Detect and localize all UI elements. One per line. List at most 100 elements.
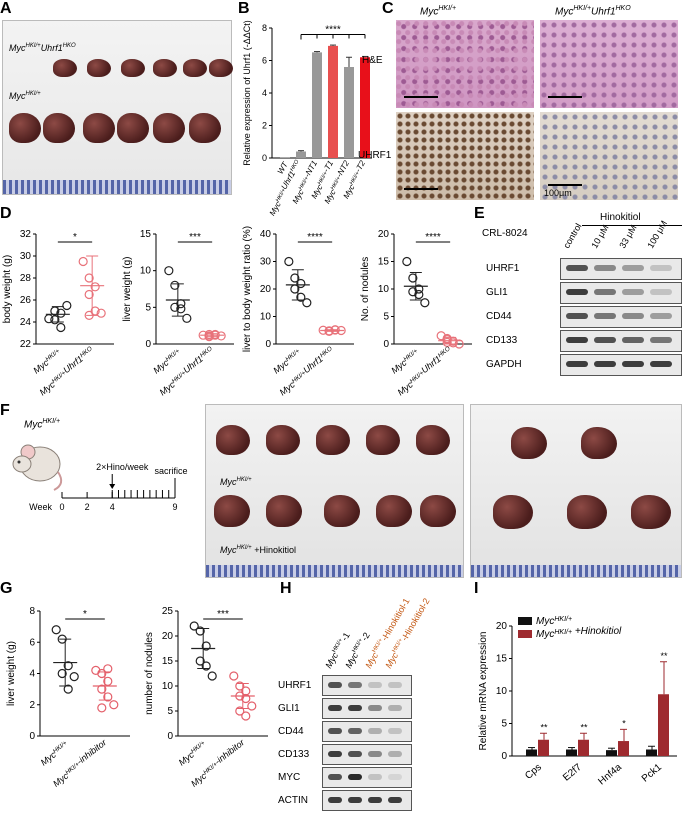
panel-d-ratio-chart: 0 10 20 30 40 liver to body weight ratio (%) M… [242,226,354,398]
blot-row [322,790,412,811]
liver-specimen [324,495,360,527]
band [650,313,672,319]
liver-specimen [183,59,207,77]
liver-specimen [266,495,302,527]
protein-label: GLI1 [278,702,300,714]
band [650,337,672,343]
liver-specimen [416,425,450,455]
band [622,361,644,367]
panel-letter-b: B [238,0,250,17]
panel-f-liver-photo-2 [470,404,682,578]
protein-label: CD44 [486,311,512,322]
histology-uhrf1-control [396,112,534,200]
blot-row [322,675,412,696]
panel-c-row1-label: H&E [362,55,383,66]
band [348,681,362,688]
y-tick-label: 4 [29,669,35,680]
data-point [176,304,186,314]
bar [280,157,290,158]
bar [296,151,306,158]
legend-label: MycHKI/+ [536,616,572,627]
liver-specimen [87,59,111,77]
y-tick-label: 10 [260,312,272,323]
band [368,796,382,803]
band [328,704,342,711]
bar [328,45,338,158]
data-point [195,626,205,636]
y-tick-label: 2 [29,700,35,711]
liver-specimen [153,113,185,143]
band [622,337,644,343]
blot-row [560,354,682,376]
y-tick-label: 6 [262,56,267,66]
y-tick-label: 10 [496,686,508,697]
y-tick-label: 30 [260,257,272,268]
data-point [56,322,66,333]
data-point [103,676,113,686]
sacrifice-label: sacrifice [154,466,187,476]
y-tick-label: 10 [162,681,174,692]
band [388,704,402,711]
band [368,704,382,711]
photo-f-label1: MycHKI/+ [220,477,252,487]
data-point [201,641,211,651]
panel-i-chart: 0 5 10 15 20 Relative mRNA expression ** Cps ** E… [478,616,677,788]
protein-label: CD44 [278,725,304,737]
data-point [103,692,113,702]
protein-label: UHRF1 [486,263,520,274]
significance-label: ** [540,722,548,732]
panel-letter-a: A [0,0,12,17]
blot-row [560,330,682,352]
data-point [50,315,60,325]
ruler [3,180,231,194]
band [388,727,402,734]
band [650,361,672,367]
week-label: 0 [59,502,64,512]
y-tick-label: 4 [262,88,267,98]
category-label: Hnf4a [596,762,624,788]
data-point [56,308,66,318]
arrow-icon [109,484,116,489]
data-point [414,289,424,300]
data-point [90,282,100,292]
protein-label: GLI1 [486,287,508,298]
bar [538,739,549,756]
data-point [296,292,306,302]
panel-f-timeline: 0 2 4 9 Week 2×Hino/week sacrifice [29,462,187,512]
data-point [216,331,226,341]
y-tick-label: 40 [260,229,272,240]
lane-label: 10 μM [589,223,611,250]
data-point [207,671,217,681]
y-tick-label: 10 [140,266,152,277]
schedule-label: 2×Hino/week [96,462,149,472]
y-tick-label: 15 [378,257,390,268]
band [566,361,588,367]
significance-label: * [73,232,77,243]
y-axis-label: body weight (g) [2,255,13,323]
band [348,773,362,780]
y-tick-label: 5 [383,312,389,323]
band [328,750,342,757]
blot-row [560,282,682,304]
bar [344,67,354,158]
week-label: 2 [85,502,90,512]
y-tick-label: 10 [378,284,390,295]
data-point [84,273,94,283]
data-point [69,672,79,682]
band [594,289,616,295]
lane-label: 100 μM [645,218,670,250]
band [348,796,362,803]
panel-letter-c: C [382,0,394,17]
data-point [63,661,73,671]
bar [526,749,537,756]
data-point [97,684,107,694]
data-point [414,284,424,294]
protein-label: CD133 [278,748,310,760]
liver-specimen [214,495,250,527]
category-label: MycHKI/+ [31,348,63,376]
band [368,727,382,734]
band [368,750,382,757]
y-tick-label: 5 [145,302,151,313]
blot-row [560,306,682,328]
